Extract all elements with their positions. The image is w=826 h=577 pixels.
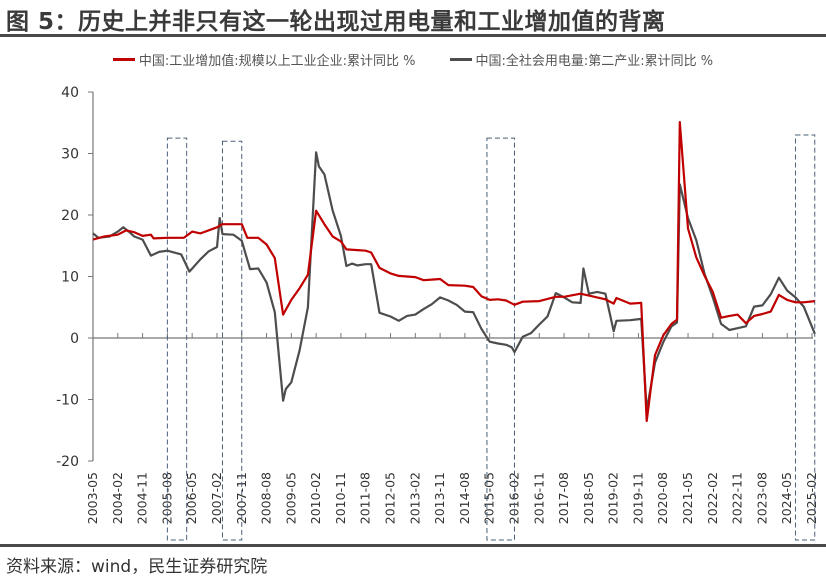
legend-swatch-electricity xyxy=(449,58,472,61)
highlight-box xyxy=(166,137,188,541)
x-tick-label: 2017-08 xyxy=(556,472,571,524)
y-tick-label: 30 xyxy=(61,147,79,163)
x-tick-label: 2008-08 xyxy=(259,472,274,524)
electricity-consumption-line xyxy=(92,151,816,412)
x-tick-label: 2022-11 xyxy=(730,472,745,524)
y-tick-label: 10 xyxy=(61,270,79,286)
x-tick-label: 2016-11 xyxy=(531,472,546,524)
chart-legend: 中国:工业增加值:规模以上工业企业:累计同比 % 中国:全社会用电量:第二产业:… xyxy=(0,50,826,69)
legend-swatch-industrial xyxy=(112,58,135,61)
highlight-box xyxy=(221,140,243,541)
series-lines xyxy=(92,120,816,423)
highlight-box xyxy=(794,134,816,541)
source-note: 资料来源：wind，民生证券研究院 xyxy=(6,557,268,577)
x-tick-label: 2025-02 xyxy=(804,472,819,524)
y-tick-label: 20 xyxy=(61,208,79,224)
x-tick-label: 2015-05 xyxy=(482,472,497,524)
x-tick-label: 2007-02 xyxy=(209,472,224,524)
y-tick-label: -10 xyxy=(56,393,79,409)
y-tick-label: 40 xyxy=(61,85,79,101)
x-tick-label: 2018-05 xyxy=(581,472,596,524)
x-tick-label: 2012-05 xyxy=(383,472,398,524)
x-tick-label: 2013-11 xyxy=(432,472,447,524)
x-tick-label: 2010-11 xyxy=(333,472,348,524)
legend-label-electricity: 中国:全社会用电量:第二产业:累计同比 % xyxy=(475,54,714,69)
x-tick-label: 2006-05 xyxy=(184,472,199,524)
x-tick-label: 2004-02 xyxy=(110,472,125,524)
y-tick-label: 0 xyxy=(70,331,79,347)
x-tick-label: 2010-02 xyxy=(308,472,323,524)
x-tick-label: 2022-02 xyxy=(705,472,720,524)
y-tick-label: -20 xyxy=(56,454,79,470)
x-tick-label: 2011-08 xyxy=(358,472,373,524)
x-tick-label: 2023-08 xyxy=(754,472,769,524)
title-divider xyxy=(0,34,826,37)
x-tick-label: 2013-02 xyxy=(407,472,422,524)
chart-title: 图 5：历史上并非只有这一轮出现过用电量和工业增加值的背离 xyxy=(6,9,666,35)
legend-item-industrial: 中国:工业增加值:规模以上工业企业:累计同比 % xyxy=(112,50,416,69)
y-axis: 40 30 20 10 0 -10 -20 xyxy=(56,85,94,470)
x-tick-label: 2024-05 xyxy=(779,472,794,524)
legend-item-electricity: 中国:全社会用电量:第二产业:累计同比 % xyxy=(449,50,714,69)
x-tick-label: 2021-05 xyxy=(680,472,695,524)
x-tick-label: 2019-02 xyxy=(606,472,621,524)
x-tick-label: 2014-08 xyxy=(457,472,472,524)
legend-label-industrial: 中国:工业增加值:规模以上工业企业:累计同比 % xyxy=(138,54,416,69)
industrial-value-added-line xyxy=(92,120,815,423)
footer-divider xyxy=(0,544,826,547)
x-tick-label: 2004-11 xyxy=(135,472,150,524)
x-tick-label: 2003-05 xyxy=(85,472,100,524)
x-axis: 2003-05 2004-02 2004-11 2005-08 2006-05 2007-… xyxy=(85,333,819,524)
x-tick-label: 2009-05 xyxy=(283,472,298,524)
x-tick-label: 2019-11 xyxy=(630,472,645,524)
x-tick-label: 2020-08 xyxy=(655,472,670,524)
